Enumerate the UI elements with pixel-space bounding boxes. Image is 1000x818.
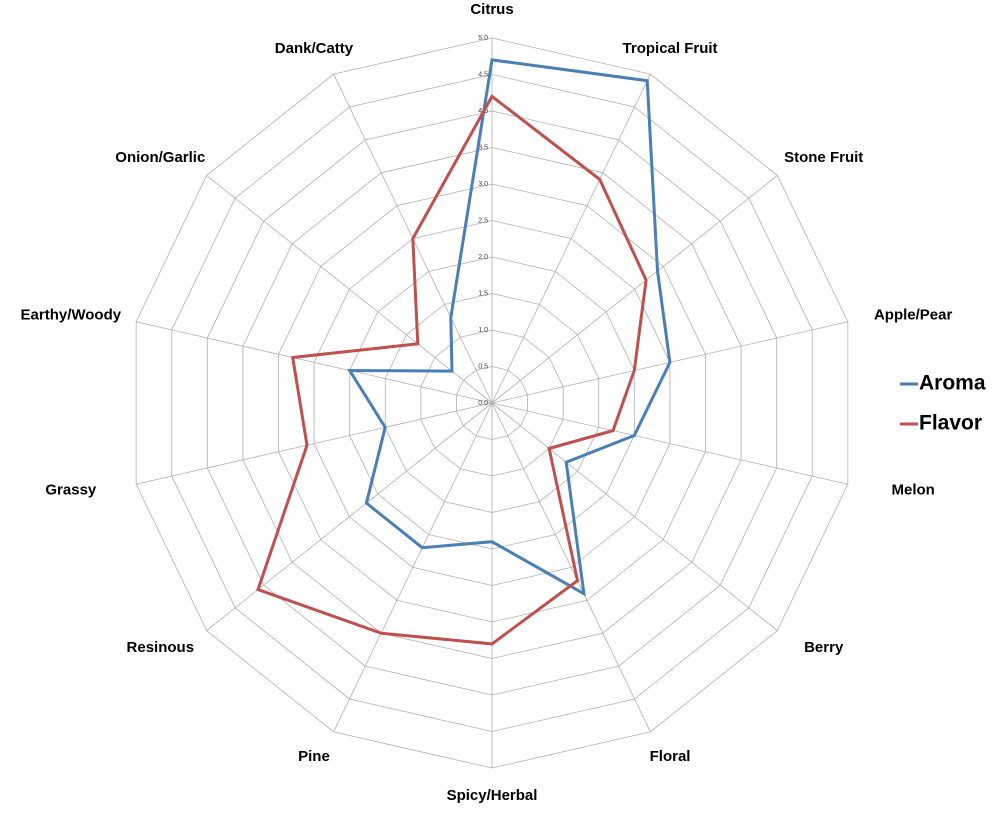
category-label: Pine: [298, 748, 330, 765]
grid-ring: [384, 293, 600, 513]
grid-ring: [313, 220, 671, 586]
legend-label: Aroma: [919, 372, 986, 395]
category-label: Citrus: [470, 1, 513, 18]
category-label: Stone Fruit: [784, 149, 863, 166]
grid-ring: [206, 110, 778, 696]
legend-label: Flavor: [919, 412, 982, 435]
category-label: Apple/Pear: [874, 307, 953, 324]
tick-label: 3.0: [478, 181, 488, 188]
grid-ring: [456, 366, 528, 440]
tick-label: 3.5: [478, 144, 488, 151]
tick-label: 2.0: [478, 254, 488, 261]
category-label: Dank/Catty: [275, 40, 354, 57]
grid-ring: [242, 147, 742, 659]
tick-label: 0.0: [478, 400, 488, 407]
series-line: [256, 94, 648, 646]
category-label: Earthy/Woody: [21, 307, 122, 324]
category-label: Grassy: [45, 481, 97, 498]
tick-label: 0.5: [478, 363, 488, 370]
grid-ring: [349, 256, 635, 550]
grid-ring: [278, 183, 706, 623]
category-label: Resinous: [127, 639, 195, 656]
grid-ring: [135, 37, 849, 769]
tick-label: 5.0: [478, 35, 488, 42]
grid-ring: [171, 74, 813, 732]
tick-label: 2.5: [478, 217, 488, 224]
series-line: [346, 58, 672, 597]
category-label: Tropical Fruit: [623, 40, 718, 57]
category-label: Onion/Garlic: [115, 149, 205, 166]
category-label: Floral: [650, 748, 691, 765]
category-label: Berry: [804, 639, 844, 656]
tick-label: 4.5: [478, 71, 488, 78]
tick-label: 1.5: [478, 290, 488, 297]
tick-label: 1.0: [478, 327, 488, 334]
category-label: Melon: [891, 481, 934, 498]
category-label: Spicy/Herbal: [447, 787, 538, 804]
grid-ring: [420, 329, 564, 477]
